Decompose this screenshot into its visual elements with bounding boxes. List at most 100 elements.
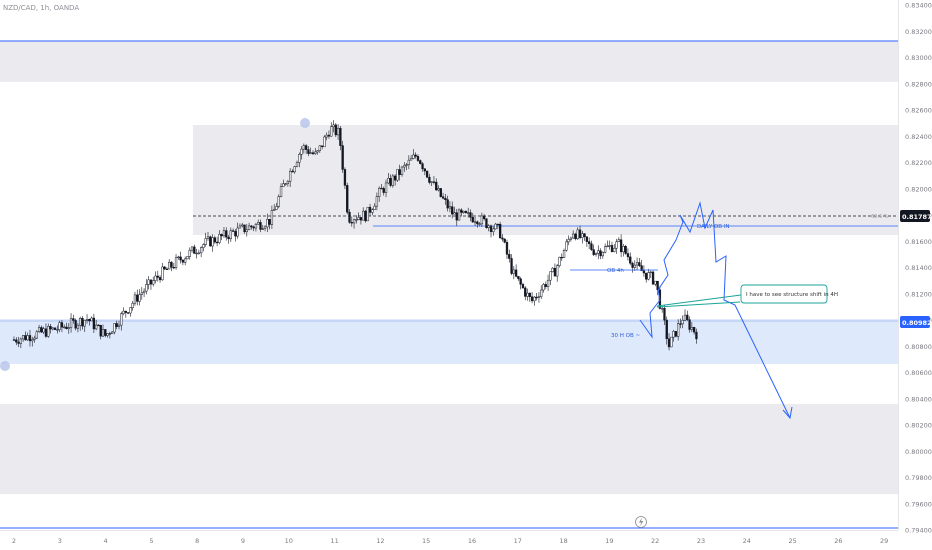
- candle-body: [670, 336, 673, 348]
- candle-body: [263, 226, 267, 229]
- candle-body: [15, 339, 18, 343]
- candle-body: [74, 320, 77, 329]
- candle-body: [501, 237, 504, 240]
- candle-body: [218, 234, 221, 243]
- candle-body: [366, 206, 369, 222]
- price-tick-label: 0.82400: [905, 133, 932, 141]
- candle-body: [291, 170, 294, 173]
- time-tick-label: 8: [195, 537, 199, 545]
- candle-body: [122, 310, 125, 314]
- candle-body: [690, 327, 694, 330]
- candle-body: [320, 145, 324, 148]
- price-tick-label: 0.81400: [905, 264, 932, 272]
- candlestick-series: [12, 120, 698, 351]
- candle-body: [578, 229, 582, 238]
- candle-body: [364, 210, 367, 222]
- candle-body: [389, 178, 392, 186]
- candle-body: [202, 244, 205, 248]
- candle-body: [138, 294, 141, 302]
- candle-body: [56, 329, 59, 331]
- candle-body: [161, 266, 164, 281]
- candle-body: [485, 218, 488, 228]
- candle-body: [79, 318, 82, 326]
- candle-body: [412, 154, 415, 159]
- candle-body: [640, 265, 643, 272]
- current-price-badge: [900, 316, 930, 328]
- candle-body: [562, 250, 566, 258]
- candle-body: [439, 188, 442, 197]
- callout-box[interactable]: [740, 284, 828, 304]
- candle-body: [69, 318, 73, 328]
- candle-body: [382, 188, 385, 193]
- candle-body: [512, 269, 515, 274]
- candle-body: [257, 222, 260, 225]
- candle-body: [553, 267, 557, 277]
- candle-body: [259, 222, 262, 230]
- time-tick-label: 2: [12, 537, 16, 545]
- lightning-bolt-icon[interactable]: [635, 516, 647, 528]
- price-scale[interactable]: 0.83400 0.83200 0.83000 0.82800 0.82600 0.824…: [905, 2, 932, 535]
- candle-body: [603, 246, 607, 253]
- candle-body: [195, 252, 198, 255]
- candle-body: [654, 280, 657, 285]
- time-tick-label: 26: [834, 537, 842, 545]
- candle-body: [489, 225, 493, 233]
- candle-body: [572, 233, 575, 239]
- candle-body: [503, 238, 506, 243]
- candle-body: [633, 264, 636, 268]
- time-axis[interactable]: 2 3 4 5 8 9 10 11 12 15 16 17 18 19 22 23 24 25 26 29: [12, 537, 888, 545]
- candle-body: [108, 333, 112, 335]
- time-tick-label: 19: [605, 537, 613, 545]
- candle-body: [220, 234, 223, 237]
- candle-body: [428, 176, 431, 183]
- candle-body: [414, 154, 417, 157]
- candle-body: [444, 197, 447, 200]
- candle-body: [120, 313, 123, 326]
- candle-body: [505, 241, 509, 255]
- candle-body: [476, 221, 479, 225]
- candle-body: [581, 233, 584, 238]
- candle-body: [535, 296, 538, 299]
- candle-body: [309, 152, 312, 154]
- candle-body: [268, 219, 271, 225]
- candle-body: [179, 256, 182, 261]
- candle-body: [37, 327, 41, 333]
- candle-body: [49, 326, 52, 330]
- candle-body: [524, 287, 527, 297]
- candle-body: [204, 238, 207, 245]
- candle-body: [28, 335, 32, 342]
- candle-body: [558, 256, 561, 266]
- candle-body: [97, 324, 100, 327]
- candle-body: [26, 335, 29, 341]
- price-tick-label: 0.81200: [905, 290, 932, 298]
- candle-body: [131, 302, 134, 308]
- candle-body: [635, 262, 639, 266]
- candle-body: [181, 259, 185, 263]
- candle-body: [416, 156, 420, 161]
- candle-body: [40, 327, 43, 333]
- candle-body: [21, 335, 25, 340]
- high-marker: [300, 118, 310, 128]
- candle-body: [35, 331, 38, 339]
- candle-body: [430, 181, 433, 183]
- candle-body: [332, 124, 335, 127]
- candle-body: [359, 217, 363, 221]
- ob-4h-label: OB 4h: [607, 268, 624, 274]
- candle-body: [245, 229, 248, 233]
- candle-body: [19, 338, 22, 344]
- dashed-level-value: 0.81787: [902, 213, 932, 221]
- candle-body: [435, 181, 438, 191]
- candle-body: [275, 206, 278, 210]
- candle-body: [494, 223, 497, 230]
- candle-body: [293, 166, 296, 173]
- candle-body: [289, 170, 292, 182]
- candle-body: [341, 145, 344, 170]
- candle-body: [115, 323, 118, 327]
- candle-body: [200, 247, 203, 254]
- candle-body: [667, 338, 671, 348]
- candle-body: [519, 278, 522, 285]
- candle-body: [480, 215, 484, 225]
- candle-body: [448, 206, 452, 209]
- low-marker: [0, 361, 10, 371]
